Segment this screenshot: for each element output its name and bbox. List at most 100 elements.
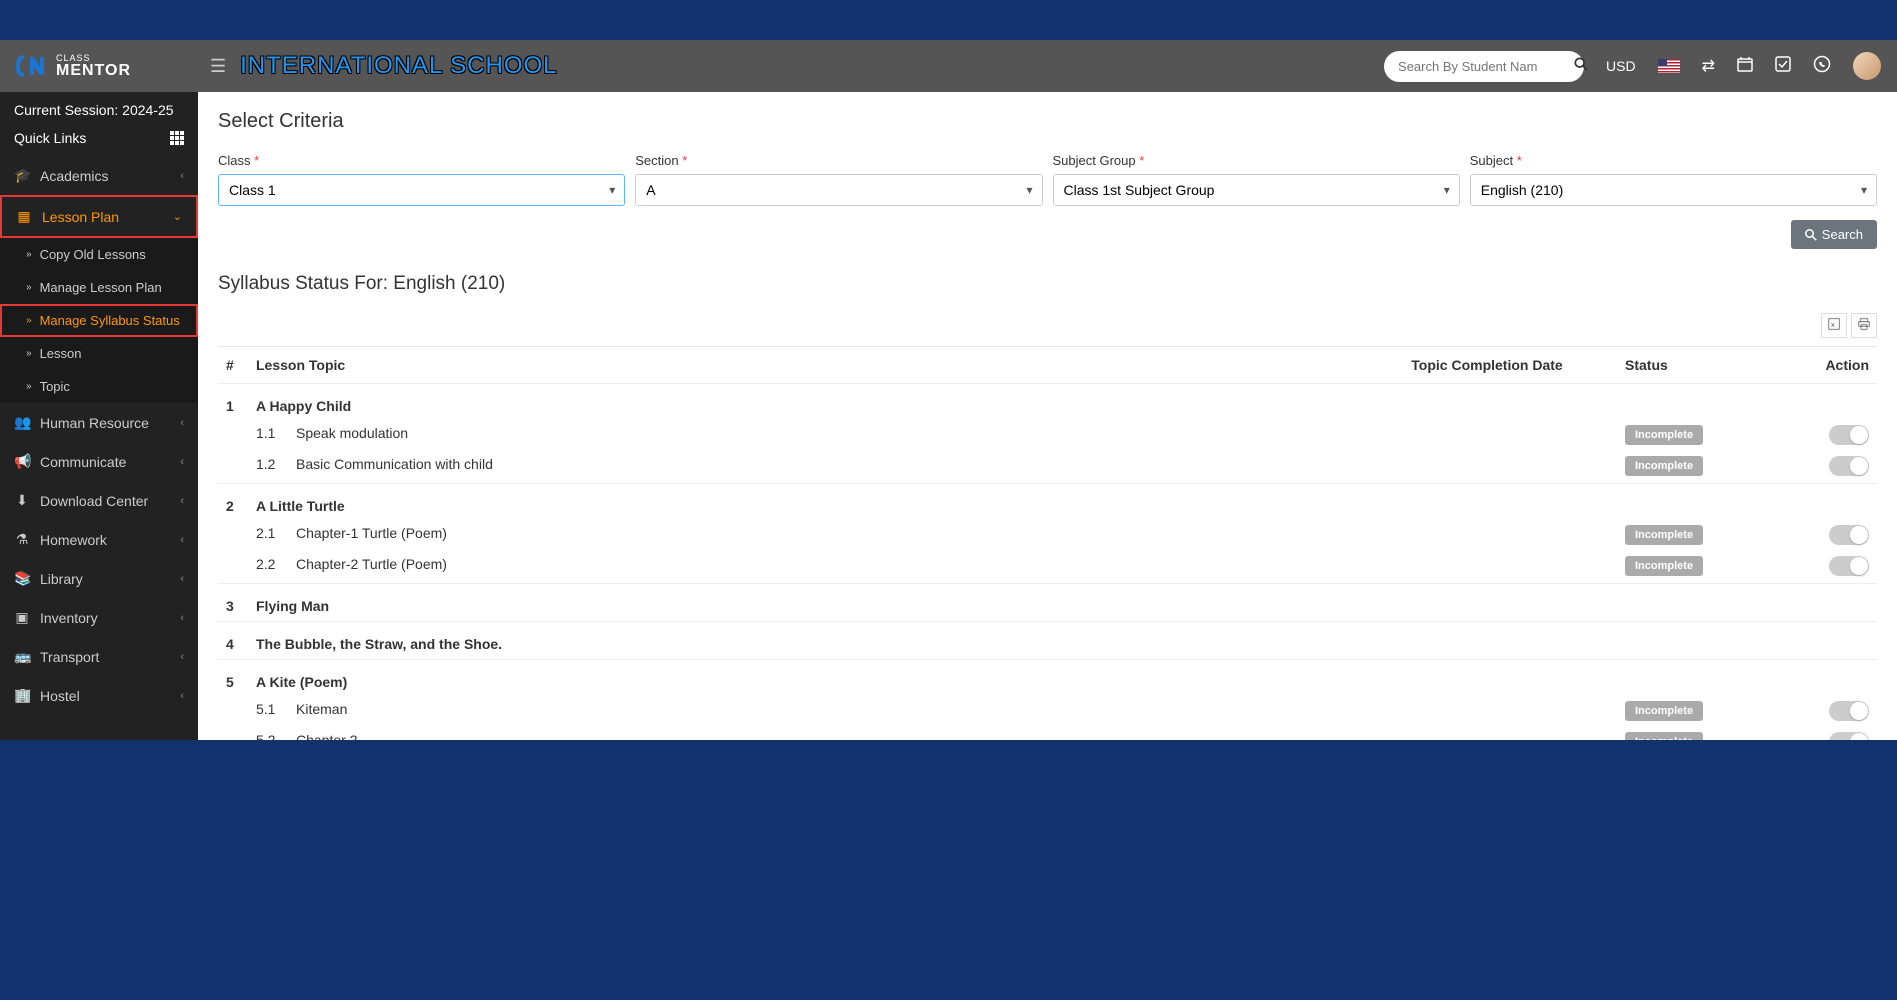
nav-item-download-center[interactable]: ⬇Download Center‹: [0, 481, 198, 520]
nav-item-transport[interactable]: 🚌Transport‹: [0, 637, 198, 676]
print-icon[interactable]: [1851, 313, 1877, 338]
lesson-title: Flying Man: [248, 584, 1357, 622]
hamburger-icon[interactable]: ☰: [210, 56, 226, 77]
subject-select[interactable]: English (210): [1470, 174, 1877, 206]
sub-item-lesson[interactable]: »Lesson: [0, 337, 198, 370]
criteria-row: Class * Class 1 Section * A Subject Grou…: [218, 153, 1877, 206]
search-button-row: Search: [218, 220, 1877, 249]
export-excel-icon[interactable]: x: [1821, 313, 1847, 338]
svg-text:x: x: [1831, 320, 1835, 329]
nav-item-inventory[interactable]: ▣Inventory‹: [0, 598, 198, 637]
school-name: INTERNATIONAL SCHOOL: [240, 52, 557, 80]
topic-cell: 5.2Chapter 2: [248, 728, 1357, 740]
lesson-title: A Little Turtle: [248, 484, 1357, 522]
chevron-icon: ‹: [180, 170, 184, 182]
toggle-switch[interactable]: [1829, 525, 1869, 545]
check-icon[interactable]: [1775, 56, 1791, 77]
sub-item-topic[interactable]: »Topic: [0, 370, 198, 403]
section-label: Section *: [635, 153, 1042, 168]
flag-icon[interactable]: [1658, 59, 1680, 73]
class-label: Class *: [218, 153, 625, 168]
nav-item-communicate[interactable]: 📢 Communicate ‹: [0, 442, 198, 481]
topic-index: 2.1: [256, 525, 296, 541]
session-label: Current Session: 2024-25: [0, 92, 198, 124]
nav-item-human-resource[interactable]: 👥Human Resource‹: [0, 403, 198, 442]
topic-index: 1.1: [256, 425, 296, 441]
topic-name: Kiteman: [296, 701, 347, 717]
topic-cell: 2.2Chapter-2 Turtle (Poem): [248, 552, 1357, 584]
subject-label: Subject *: [1470, 153, 1877, 168]
nav-item-lesson-plan[interactable]: ▦Lesson Plan⌄: [0, 195, 198, 238]
nav-label: Lesson Plan: [42, 209, 119, 225]
nav-item-hostel[interactable]: 🏢Hostel‹: [0, 676, 198, 715]
topic-row: 1.2Basic Communication with child Incomp…: [218, 452, 1877, 484]
search-icon[interactable]: [1574, 57, 1588, 76]
lesson-row: 5 A Kite (Poem): [218, 660, 1877, 698]
lesson-num: 3: [218, 584, 248, 622]
status-badge: Incomplete: [1625, 701, 1703, 721]
search-button[interactable]: Search: [1791, 220, 1877, 249]
col-status: Status: [1617, 347, 1797, 384]
avatar[interactable]: [1853, 52, 1881, 80]
brand-big: MENTOR: [56, 63, 131, 79]
nav-item-academics[interactable]: 🎓 Academics ‹: [0, 156, 198, 195]
whatsapp-icon[interactable]: [1813, 55, 1831, 78]
toggle-switch[interactable]: [1829, 456, 1869, 476]
toggle-switch[interactable]: [1829, 701, 1869, 721]
section-select[interactable]: A: [635, 174, 1042, 206]
class-select[interactable]: Class 1: [218, 174, 625, 206]
status-badge: Incomplete: [1625, 525, 1703, 545]
syllabus-table: # Lesson Topic Topic Completion Date Sta…: [218, 346, 1877, 740]
sub-label: Topic: [40, 379, 70, 394]
logo-text: CLASS MENTOR: [56, 54, 131, 79]
lesson-title: The Bubble, the Straw, and the Shoe.: [248, 622, 1357, 660]
header: CLASS MENTOR ☰ INTERNATIONAL SCHOOL USD …: [0, 40, 1897, 92]
swap-icon[interactable]: ⇄: [1702, 56, 1715, 76]
nav-label: Communicate: [40, 454, 126, 470]
lesson-num: 5: [218, 660, 248, 698]
chevron-icon: ‹: [180, 651, 184, 663]
nav-icon: ⬇: [14, 492, 30, 509]
subject-group-field: Subject Group * Class 1st Subject Group: [1053, 153, 1460, 206]
topic-cell: 2.1Chapter-1 Turtle (Poem): [248, 521, 1357, 552]
search-box[interactable]: [1384, 51, 1584, 82]
nav-label: Hostel: [40, 688, 80, 704]
sub-chevron-icon: »: [26, 315, 32, 326]
topic-cell: 5.1Kiteman: [248, 697, 1357, 728]
search-input[interactable]: [1398, 59, 1574, 74]
toggle-switch[interactable]: [1829, 732, 1869, 740]
chevron-icon: ‹: [180, 612, 184, 624]
nav-icon: 🚌: [14, 648, 30, 665]
calendar-icon[interactable]: [1737, 56, 1753, 77]
topic-index: 1.2: [256, 456, 296, 472]
toggle-switch[interactable]: [1829, 425, 1869, 445]
sub-item-manage-syllabus-status[interactable]: »Manage Syllabus Status: [0, 304, 198, 337]
nav-icon: 👥: [14, 414, 30, 431]
nav-icon: 📢: [14, 453, 30, 470]
logo[interactable]: CLASS MENTOR: [16, 53, 196, 79]
top-blue-bar: [0, 0, 1897, 40]
nav-item-homework[interactable]: ⚗Homework‹: [0, 520, 198, 559]
currency-label[interactable]: USD: [1606, 58, 1636, 74]
topic-row: 5.2Chapter 2 Incomplete: [218, 728, 1877, 740]
col-topic: Lesson Topic: [248, 347, 1357, 384]
nav-item-library[interactable]: 📚Library‹: [0, 559, 198, 598]
sub-chevron-icon: »: [26, 282, 32, 293]
col-num: #: [218, 347, 248, 384]
section-field: Section * A: [635, 153, 1042, 206]
lesson-title: A Kite (Poem): [248, 660, 1357, 698]
quick-links[interactable]: Quick Links: [0, 124, 198, 156]
bottom-blue-bar: [0, 740, 1897, 797]
chevron-icon: ‹: [180, 495, 184, 507]
header-right: USD ⇄: [1384, 51, 1881, 82]
nav-label: Academics: [40, 168, 108, 184]
nav-icon: 🎓: [14, 167, 30, 184]
subject-group-select[interactable]: Class 1st Subject Group: [1053, 174, 1460, 206]
col-action: Action: [1797, 347, 1877, 384]
sub-item-copy-old-lessons[interactable]: »Copy Old Lessons: [0, 238, 198, 271]
toggle-switch[interactable]: [1829, 556, 1869, 576]
main-content: Select Criteria Class * Class 1 Section …: [198, 92, 1897, 740]
sub-item-manage-lesson-plan[interactable]: »Manage Lesson Plan: [0, 271, 198, 304]
sub-chevron-icon: »: [26, 249, 32, 260]
chevron-icon: ‹: [180, 456, 184, 468]
